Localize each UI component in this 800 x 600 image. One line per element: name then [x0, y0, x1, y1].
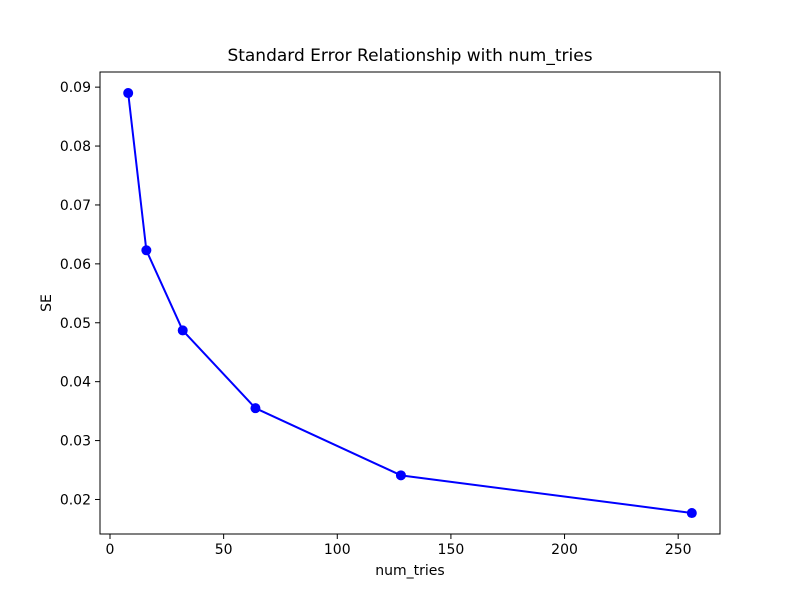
x-tick-label: 50 [215, 542, 233, 558]
y-axis-label: SE [39, 294, 55, 312]
y-tick-label: 0.06 [60, 257, 91, 273]
y-tick-label: 0.05 [60, 316, 91, 332]
x-axis-label: num_tries [375, 563, 444, 579]
data-point [177, 325, 188, 336]
data-point [686, 508, 697, 519]
x-tick-label: 0 [106, 542, 115, 558]
y-tick-label: 0.02 [60, 492, 91, 508]
x-tick-label: 100 [324, 542, 351, 558]
data-series [123, 88, 697, 519]
data-point [123, 88, 134, 99]
x-tick-label: 250 [665, 542, 692, 558]
y-tick-label: 0.08 [60, 139, 91, 155]
y-tick-label: 0.03 [60, 434, 91, 450]
chart-title: Standard Error Relationship with num_tri… [227, 46, 592, 66]
y-tick-label: 0.07 [60, 198, 91, 214]
y-tick-label: 0.09 [60, 80, 91, 96]
x-axis-ticks: 0 50 100 150 200 250 [106, 534, 692, 558]
x-tick-label: 150 [438, 542, 465, 558]
data-point [141, 245, 152, 256]
y-tick-label: 0.04 [60, 375, 91, 391]
plot-frame [99, 71, 721, 535]
y-axis-ticks: 0.02 0.03 0.04 0.05 0.06 0.07 0.08 0.09 [60, 80, 100, 508]
data-point [250, 403, 261, 414]
data-point [395, 470, 406, 481]
x-tick-label: 200 [551, 542, 578, 558]
data-line [127, 92, 692, 515]
